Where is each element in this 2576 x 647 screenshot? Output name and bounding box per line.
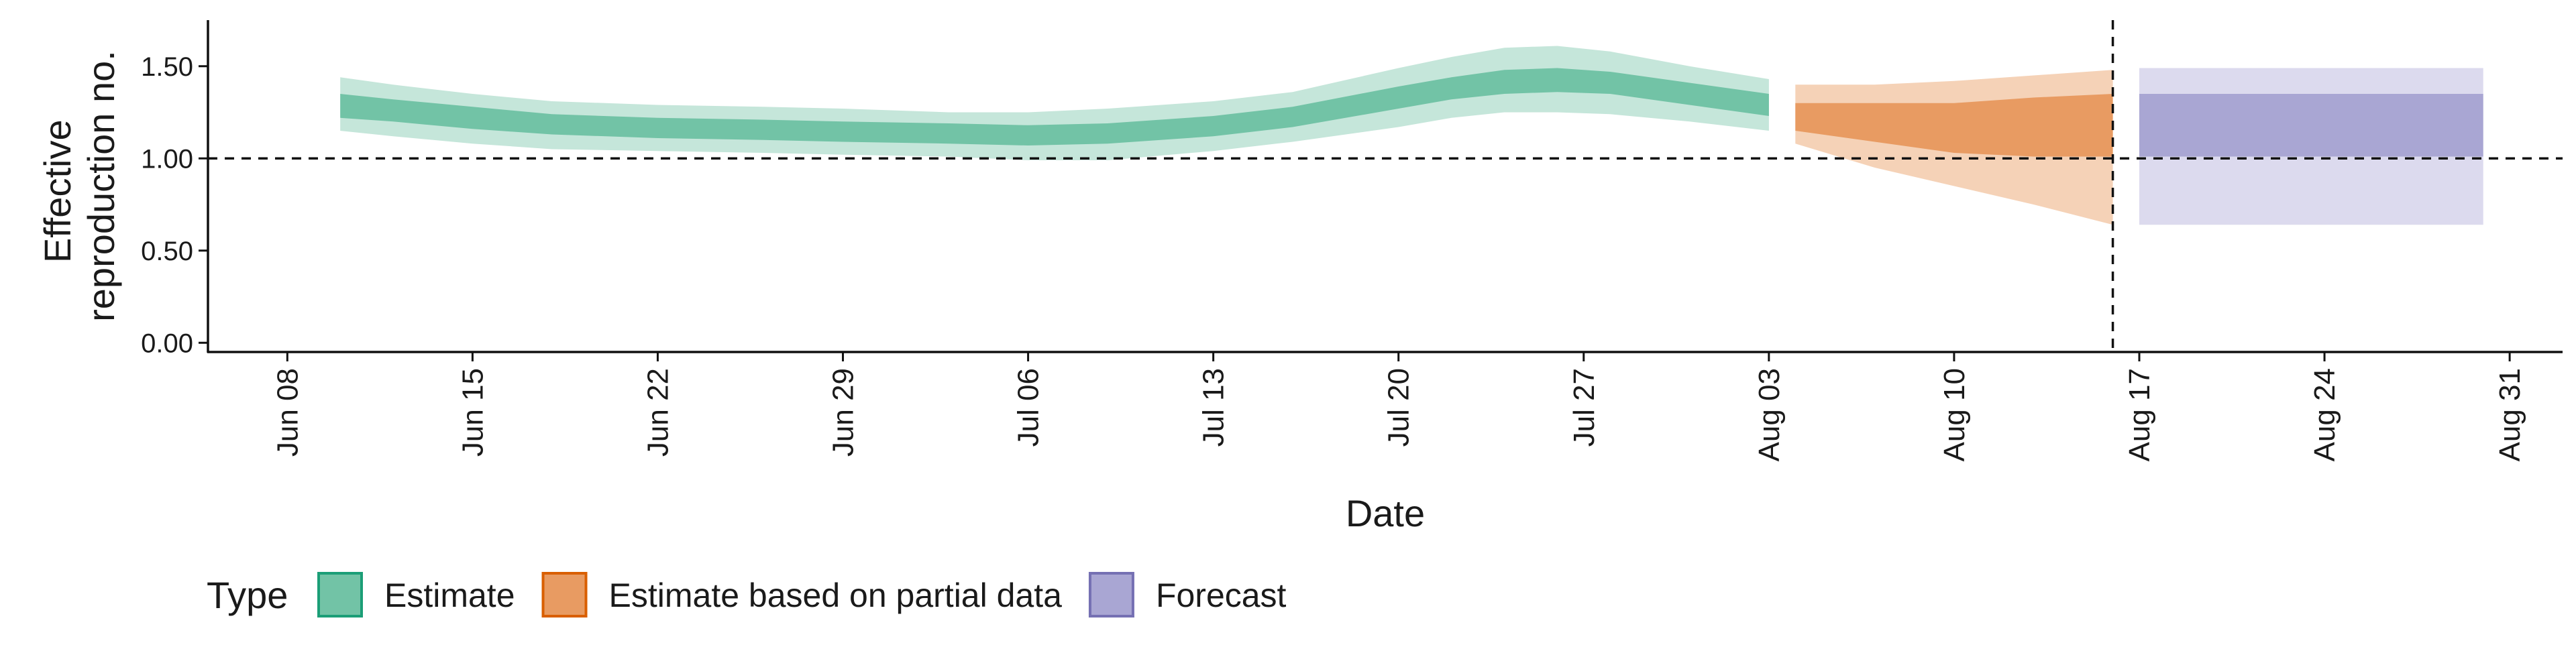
x-tick-label: Aug 31 <box>2493 368 2526 461</box>
y-axis-title-line-1: Effective <box>36 119 78 263</box>
legend-title: Type <box>207 574 288 616</box>
x-tick-label: Aug 10 <box>1938 368 1971 461</box>
estimate-inner-band <box>340 68 1769 145</box>
estimate-based-on-partial-data-inner-band <box>1795 94 2113 157</box>
x-tick-label: Jun 29 <box>827 368 860 457</box>
x-tick-label: Aug 24 <box>2308 368 2341 461</box>
legend-key-estimate-based-on-partial-data <box>541 572 588 617</box>
reference-lines-layer <box>208 20 2563 352</box>
y-tick-label: 0.50 <box>141 237 193 266</box>
y-axis-title-line-2: reproduction no. <box>80 50 122 322</box>
legend-label-estimate: Estimate <box>384 577 515 614</box>
legend-key-forecast <box>1088 572 1134 617</box>
x-tick-labels: Jun 08 Jun 15 Jun 22 Jun 29 Jul 06 Jul 13 Jul … <box>271 352 2526 461</box>
x-tick-label: Jun 15 <box>456 368 489 457</box>
legend: Type Estimate Estimate based on partial d… <box>207 572 1287 617</box>
y-axis-title: Effective reproduction no. <box>36 50 122 322</box>
legend-label-estimate-based-on-partial-data: Estimate based on partial data <box>609 577 1063 614</box>
legend-key-estimate <box>317 572 363 617</box>
x-tick-label: Jul 27 <box>1568 368 1601 447</box>
x-tick-label: Aug 17 <box>2123 368 2156 461</box>
forecast-inner-band <box>2139 94 2483 157</box>
axes-layer <box>207 20 2563 353</box>
legend-label-forecast: Forecast <box>1156 577 1287 614</box>
x-axis-title: Date <box>1346 492 1425 534</box>
x-tick-label: Jul 06 <box>1012 368 1045 447</box>
x-tick-label: Jun 08 <box>271 368 304 457</box>
x-tick-label: Jul 20 <box>1383 368 1415 447</box>
y-tick-label: 1.00 <box>141 144 193 174</box>
y-tick-labels: 0.00 0.50 1.00 1.50 <box>141 52 208 358</box>
x-tick-label: Jul 13 <box>1197 368 1230 447</box>
x-tick-label: Jun 22 <box>641 368 674 457</box>
y-tick-label: 0.00 <box>141 329 193 358</box>
y-tick-label: 1.50 <box>141 52 193 82</box>
x-tick-label: Aug 03 <box>1753 368 1786 461</box>
bands-layer <box>340 46 2483 225</box>
